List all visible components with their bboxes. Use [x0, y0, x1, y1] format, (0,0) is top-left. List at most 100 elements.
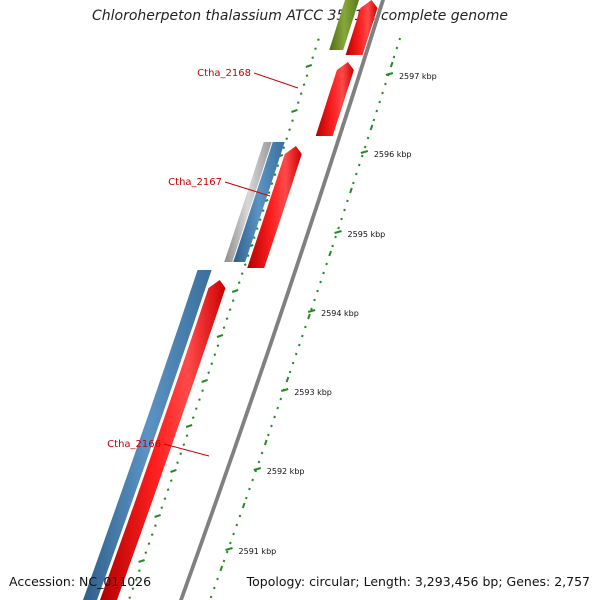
- gc-mark: [216, 333, 224, 338]
- gc-mark: [257, 460, 261, 464]
- gc-mark: [207, 371, 211, 374]
- gc-mark: [225, 317, 229, 320]
- gc-mark: [248, 487, 251, 491]
- gc-mark: [147, 542, 151, 545]
- gc-mark: [346, 199, 349, 203]
- gc-mark: [225, 550, 229, 554]
- gc-mark: [282, 146, 286, 149]
- gc-mark: [299, 92, 303, 95]
- gc-mark: [343, 208, 346, 212]
- gc-mark: [349, 187, 353, 194]
- gc-mark: [154, 524, 157, 527]
- gc-mark: [285, 137, 289, 140]
- gc-mark: [195, 407, 198, 410]
- scale-tick-label: 2595 kbp: [348, 230, 386, 239]
- gene-label-leader: [253, 72, 299, 89]
- gc-mark: [372, 118, 376, 122]
- gc-mark: [213, 586, 216, 590]
- gc-mark: [375, 109, 379, 113]
- gc-mark: [235, 523, 239, 527]
- gc-mark: [291, 361, 295, 365]
- gc-mark: [305, 63, 313, 68]
- gc-mark: [209, 595, 213, 599]
- gc-content-track-outer: [209, 37, 402, 599]
- gene-label-leader: [224, 181, 271, 197]
- gc-mark: [340, 217, 343, 221]
- gc-mark: [185, 434, 189, 437]
- gc-mark: [252, 236, 256, 239]
- gc-mark: [270, 182, 274, 185]
- gc-mark: [201, 378, 208, 383]
- gc-mark: [267, 433, 270, 437]
- cds-reverse: [233, 142, 285, 262]
- gc-mark: [328, 250, 332, 257]
- topology-label: Topology: circular; Length: 3,293,456 bp…: [246, 574, 590, 589]
- trna-feature: [329, 0, 359, 50]
- gc-mark: [261, 209, 265, 212]
- gene-label: Ctha_2166: [107, 439, 161, 450]
- gc-mark: [131, 587, 135, 590]
- cds-forward: [247, 146, 302, 268]
- gc-mark: [311, 56, 315, 59]
- gc-mark: [288, 128, 291, 131]
- gc-mark: [389, 61, 394, 68]
- scale-tick-label: 2592 kbp: [267, 467, 305, 476]
- gc-mark: [291, 108, 298, 113]
- scale-tick: [225, 547, 233, 551]
- gc-mark: [210, 362, 214, 365]
- gc-mark: [245, 496, 248, 500]
- scale-tick-label: 2591 kbp: [239, 547, 277, 556]
- gc-mark: [169, 479, 173, 482]
- gc-mark: [144, 551, 148, 554]
- gc-mark: [176, 461, 179, 464]
- scale-tick: [307, 309, 316, 313]
- scale-tick: [280, 388, 289, 392]
- gc-mark: [238, 514, 242, 518]
- gc-mark: [304, 325, 307, 329]
- gene-label-leader: [163, 443, 210, 457]
- gc-mark: [352, 181, 355, 185]
- gc-mark: [229, 541, 232, 545]
- gc-mark: [222, 326, 226, 329]
- accession-label: Accession: NC_011026: [9, 574, 152, 589]
- gc-mark: [301, 334, 304, 338]
- scale-tick-label: 2596 kbp: [374, 150, 412, 159]
- cds-forward: [100, 280, 226, 600]
- scale-tick: [334, 230, 342, 234]
- gc-mark: [381, 91, 384, 95]
- gc-mark: [191, 416, 195, 419]
- gc-mark: [134, 578, 138, 581]
- gc-mark: [297, 343, 301, 347]
- misc-feature: [224, 142, 272, 262]
- gc-mark: [395, 46, 399, 50]
- gc-mark: [355, 172, 358, 176]
- gc-mark: [317, 38, 320, 41]
- gc-mark: [222, 559, 226, 563]
- gc-mark: [170, 468, 177, 473]
- gc-mark: [128, 596, 132, 599]
- gc-mark: [232, 532, 235, 536]
- gc-mark: [313, 298, 316, 302]
- gc-mark: [360, 154, 364, 158]
- gene-label: Ctha_2168: [197, 68, 251, 79]
- gc-mark: [285, 376, 290, 383]
- feature-track: [83, 0, 378, 600]
- gc-mark: [258, 218, 262, 221]
- gc-mark: [314, 47, 317, 50]
- gc-mark: [138, 569, 141, 572]
- gc-mark: [255, 227, 259, 230]
- gc-mark: [270, 424, 273, 428]
- gc-mark: [316, 289, 319, 293]
- gene-labels: Ctha_2168 Ctha_2167 Ctha_2166: [107, 68, 299, 457]
- gc-mark: [307, 313, 311, 320]
- gc-mark: [363, 145, 367, 149]
- gc-mark: [325, 262, 328, 266]
- gc-mark: [279, 397, 283, 401]
- gc-mark: [378, 100, 381, 104]
- gc-mark: [296, 101, 300, 104]
- gc-mark: [237, 281, 241, 284]
- gc-mark: [138, 558, 145, 563]
- gc-mark: [246, 254, 250, 257]
- gc-mark: [337, 226, 340, 230]
